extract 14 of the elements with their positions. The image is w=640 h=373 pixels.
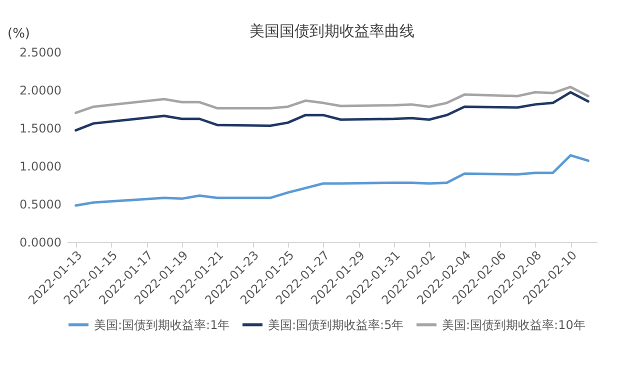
y-tick-label: 0.0000	[20, 236, 62, 250]
line-series	[74, 154, 590, 207]
legend-label: 美国:国债到期收益率:1年	[94, 318, 230, 332]
y-axis-title: (%)	[8, 26, 30, 42]
y-tick-label: 2.5000	[20, 46, 62, 60]
legend-label: 美国:国债到期收益率:10年	[442, 318, 586, 332]
chart-title: 美国国债到期收益率曲线	[250, 22, 414, 40]
y-tick-label: 2.0000	[20, 84, 62, 98]
y-tick-label: 1.0000	[20, 160, 62, 174]
line-series	[74, 86, 590, 114]
y-tick-label: 1.5000	[20, 122, 62, 136]
y-tick-label: 0.5000	[20, 198, 62, 212]
legend-label: 美国:国债到期收益率:5年	[268, 318, 404, 332]
line-series	[74, 91, 590, 132]
